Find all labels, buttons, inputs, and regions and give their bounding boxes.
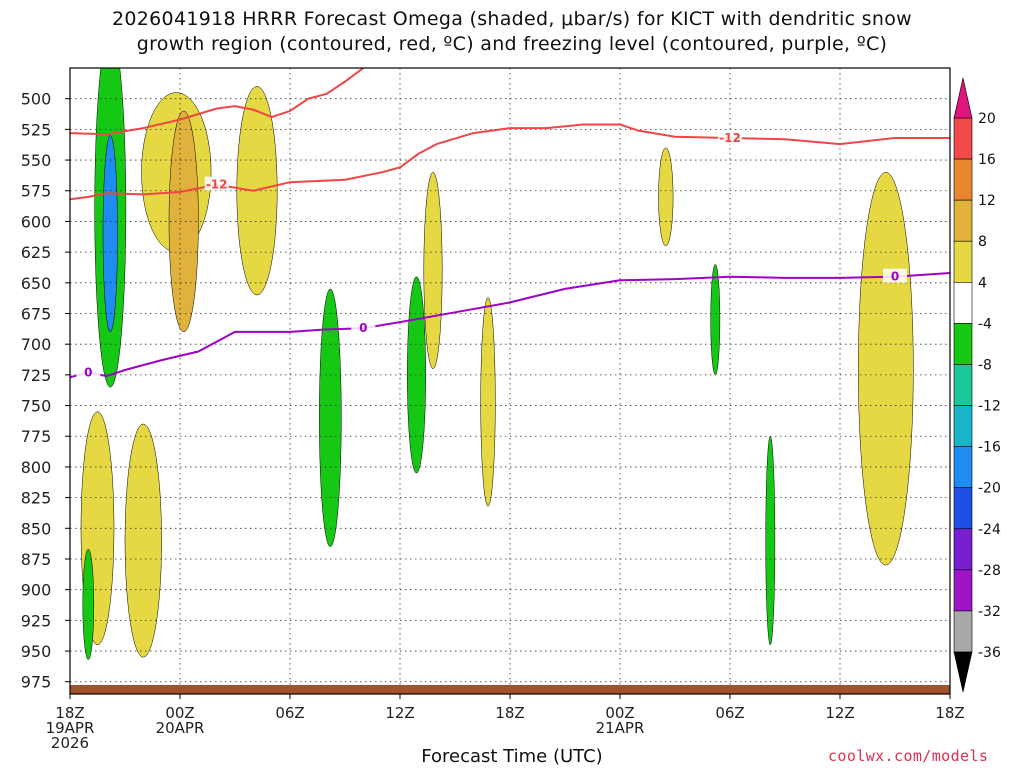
- colorbar-swatch-1: [953, 158, 973, 201]
- x-tick-label-0-2: 19APR: [46, 719, 95, 737]
- colorbar-swatch-7: [953, 405, 973, 447]
- colorbar-label-10: -24: [978, 522, 1001, 538]
- colorbar-label-13: -36: [978, 645, 1001, 661]
- colorbar-swatch-2: [953, 199, 973, 242]
- terrain-ground: [70, 685, 950, 694]
- colorbar-label-11: -28: [978, 563, 1001, 579]
- colorbar-label-0: 20: [978, 111, 996, 127]
- y-tick-label-625: 625: [21, 243, 52, 262]
- y-tick-label-825: 825: [21, 489, 52, 508]
- x-tick-label-4-1: 18Z: [495, 704, 524, 722]
- colorbar-label-8: -16: [978, 440, 1001, 456]
- colorbar-swatch-11: [953, 569, 973, 612]
- colorbar-swatch-12: [953, 610, 973, 653]
- contour-layer: -12 -12 0 0 0: [70, 68, 950, 379]
- y-axis-pressure: 500 525 550 575 600 625 650 675 700 725 750 775 800 8…: [21, 90, 70, 692]
- source-credit: coolwx.com/models: [828, 747, 989, 765]
- colorbar-label-9: -20: [978, 481, 1001, 497]
- y-tick-label-900: 900: [21, 581, 52, 600]
- colorbar-label-3: 8: [978, 234, 987, 250]
- chart-title-line-1: 2026041918 HRRR Forecast Omega (shaded, …: [112, 8, 912, 30]
- omega-region-13: [710, 264, 721, 376]
- colorbar-label-1: 16: [978, 152, 996, 168]
- y-tick-label-875: 875: [21, 550, 52, 569]
- freezing-level-contour-label-bg-0: [76, 364, 101, 379]
- omega-region-15: [82, 548, 95, 660]
- grid-layer: [70, 68, 950, 694]
- y-tick-label-600: 600: [21, 212, 52, 231]
- x-tick-label-0-3: 2026: [51, 734, 89, 752]
- y-tick-label-550: 550: [21, 151, 52, 170]
- colorbar-label-2: 12: [978, 193, 996, 209]
- colorbar-label-4: 4: [978, 275, 987, 291]
- dgz-minus12-upper-contour: [70, 68, 364, 136]
- freezing-level-contour-label-2: 0: [891, 270, 899, 284]
- y-tick-label-775: 775: [21, 427, 52, 446]
- x-tick-label-7-1: 12Z: [825, 704, 854, 722]
- colorbar-swatch-8: [953, 446, 973, 488]
- y-tick-label-575: 575: [21, 182, 52, 201]
- omega-region-12: [658, 147, 674, 247]
- colorbar-swatch-6: [953, 364, 973, 406]
- y-tick-label-500: 500: [21, 90, 52, 109]
- freezing-level-contour-label-1: 0: [359, 321, 367, 335]
- y-tick-label-925: 925: [21, 611, 52, 630]
- colorbar-swatch-4: [953, 282, 973, 324]
- freezing-level-contour-label-0: 0: [84, 365, 92, 379]
- omega-region-5: [319, 288, 342, 547]
- freezing-level-contour-label-bg-1: [351, 320, 376, 335]
- colorbar-top-arrow: [953, 77, 973, 119]
- colorbar-label-6: -8: [978, 357, 992, 373]
- omega-region-2: [168, 110, 199, 333]
- dgz-minus12-lower-contour-label-bg-1: [718, 129, 742, 144]
- omega-region-10: [480, 297, 496, 507]
- dgz-minus12-lower-contour-label-bg-0: [204, 176, 229, 191]
- colorbar-swatch-10: [953, 528, 973, 571]
- y-tick-label-975: 975: [21, 673, 52, 692]
- x-tick-label-3-1: 12Z: [385, 704, 414, 722]
- y-tick-label-750: 750: [21, 397, 52, 416]
- x-tick-label-1-2: 20APR: [156, 719, 205, 737]
- y-tick-label-800: 800: [21, 458, 52, 477]
- y-tick-label-850: 850: [21, 519, 52, 538]
- x-tick-label-0-1: 18Z: [55, 704, 84, 722]
- colorbar-label-12: -32: [978, 604, 1001, 620]
- colorbar-label-7: -12: [978, 399, 1001, 415]
- colorbar-bottom-arrow: [953, 651, 973, 693]
- chart-title-line-2: growth region (contoured, red, ºC) and f…: [136, 33, 888, 55]
- y-tick-label-725: 725: [21, 366, 52, 385]
- colorbar-swatch-9: [953, 487, 973, 530]
- colorbar-label-5: -4: [978, 316, 992, 332]
- dgz-minus12-lower-contour-label-1: -12: [719, 131, 741, 145]
- y-tick-label-650: 650: [21, 274, 52, 293]
- omega-region-7: [858, 172, 914, 566]
- x-tick-label-2-1: 06Z: [275, 704, 304, 722]
- x-tick-label-1-1: 00Z: [165, 704, 194, 722]
- x-axis-title: Forecast Time (UTC): [421, 746, 603, 767]
- freezing-level-contour: [70, 272, 950, 379]
- y-tick-label-525: 525: [21, 120, 52, 139]
- colorbar-legend: 20 16 12 8 4 -4 -8 -12 -16 -20 -24 -28 -32 -36: [953, 77, 1001, 693]
- y-tick-label-950: 950: [21, 642, 52, 661]
- colorbar-swatch-3: [953, 240, 973, 283]
- colorbar-swatch-0: [953, 117, 973, 160]
- x-tick-label-8-1: 18Z: [935, 704, 964, 722]
- y-tick-label-700: 700: [21, 335, 52, 354]
- omega-region-11: [423, 172, 443, 369]
- freezing-level-contour-label-bg-2: [883, 268, 907, 283]
- colorbar-swatch-5: [953, 323, 973, 365]
- omega-region-9: [124, 423, 162, 658]
- x-tick-label-5-2: 21APR: [596, 719, 645, 737]
- dgz-minus12-lower-contour-label-0: -12: [206, 178, 228, 192]
- y-tick-label-675: 675: [21, 304, 52, 323]
- omega-region-14: [765, 436, 776, 646]
- x-tick-label-5-1: 00Z: [605, 704, 634, 722]
- x-tick-label-6-1: 06Z: [715, 704, 744, 722]
- omega-region-4: [102, 135, 118, 333]
- omega-shading-layer: [80, 68, 914, 660]
